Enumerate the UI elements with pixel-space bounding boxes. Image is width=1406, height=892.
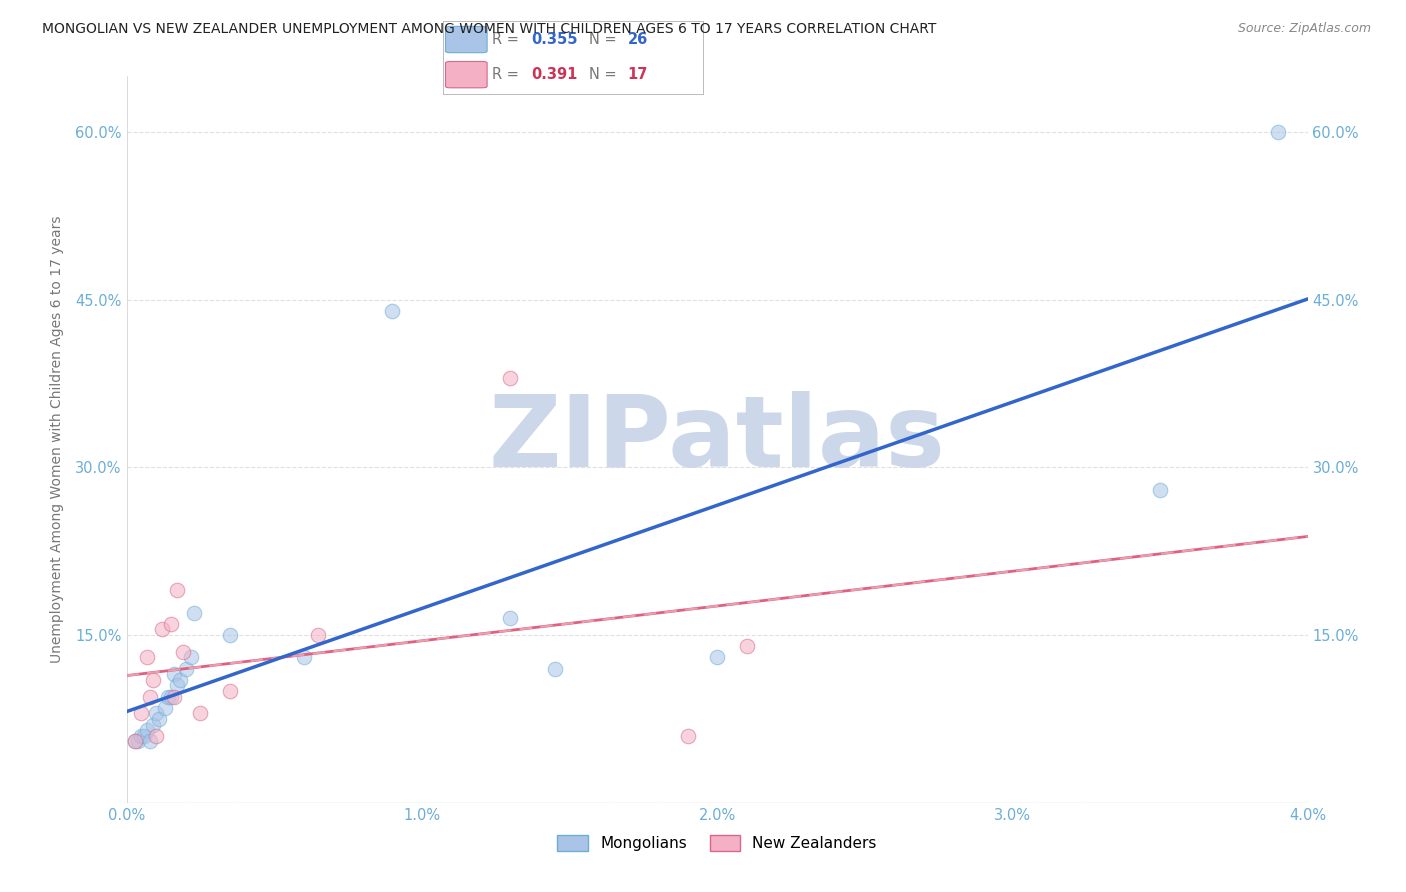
Point xyxy=(166,583,188,598)
Point xyxy=(163,690,186,704)
Point xyxy=(142,673,165,687)
Point xyxy=(124,734,146,748)
Text: 17: 17 xyxy=(627,67,648,82)
Text: ZIPatlas: ZIPatlas xyxy=(489,391,945,488)
Point xyxy=(124,734,146,748)
Point xyxy=(292,650,315,665)
Point xyxy=(127,734,149,748)
Point xyxy=(136,723,159,737)
FancyBboxPatch shape xyxy=(446,62,486,87)
Text: R =: R = xyxy=(492,67,524,82)
Text: Source: ZipAtlas.com: Source: ZipAtlas.com xyxy=(1237,22,1371,36)
Point xyxy=(183,606,205,620)
Point xyxy=(139,734,162,748)
Point xyxy=(134,729,156,743)
Point xyxy=(219,628,242,642)
Point xyxy=(1267,125,1289,139)
Point xyxy=(706,650,728,665)
Point xyxy=(172,645,194,659)
Point xyxy=(156,690,179,704)
Point xyxy=(499,371,522,385)
Point xyxy=(160,616,183,631)
Point xyxy=(180,650,202,665)
Point xyxy=(499,611,522,625)
Legend: Mongolians, New Zealanders: Mongolians, New Zealanders xyxy=(551,829,883,857)
Point xyxy=(145,729,167,743)
Point xyxy=(150,623,173,637)
Text: MONGOLIAN VS NEW ZEALANDER UNEMPLOYMENT AMONG WOMEN WITH CHILDREN AGES 6 TO 17 Y: MONGOLIAN VS NEW ZEALANDER UNEMPLOYMENT … xyxy=(42,22,936,37)
Point xyxy=(307,628,329,642)
Y-axis label: Unemployment Among Women with Children Ages 6 to 17 years: Unemployment Among Women with Children A… xyxy=(51,216,65,663)
Point xyxy=(169,673,191,687)
Point xyxy=(1149,483,1171,497)
Point xyxy=(129,706,153,721)
Text: N =: N = xyxy=(589,32,621,47)
Point xyxy=(735,639,758,653)
Point xyxy=(166,678,188,692)
Point xyxy=(163,667,186,681)
Point xyxy=(145,706,167,721)
Point xyxy=(142,717,165,731)
Text: 0.391: 0.391 xyxy=(531,67,578,82)
Point xyxy=(543,662,565,676)
Point xyxy=(160,690,183,704)
Text: N =: N = xyxy=(589,67,621,82)
Point xyxy=(148,712,170,726)
Point xyxy=(219,684,242,698)
Text: 0.355: 0.355 xyxy=(531,32,578,47)
Point xyxy=(153,700,176,714)
Point xyxy=(676,729,699,743)
Point xyxy=(381,303,404,318)
Point xyxy=(188,706,212,721)
Point xyxy=(129,729,153,743)
Text: R =: R = xyxy=(492,32,524,47)
Point xyxy=(139,690,162,704)
Point xyxy=(136,650,159,665)
FancyBboxPatch shape xyxy=(446,27,486,53)
Text: 26: 26 xyxy=(627,32,648,47)
Point xyxy=(174,662,197,676)
